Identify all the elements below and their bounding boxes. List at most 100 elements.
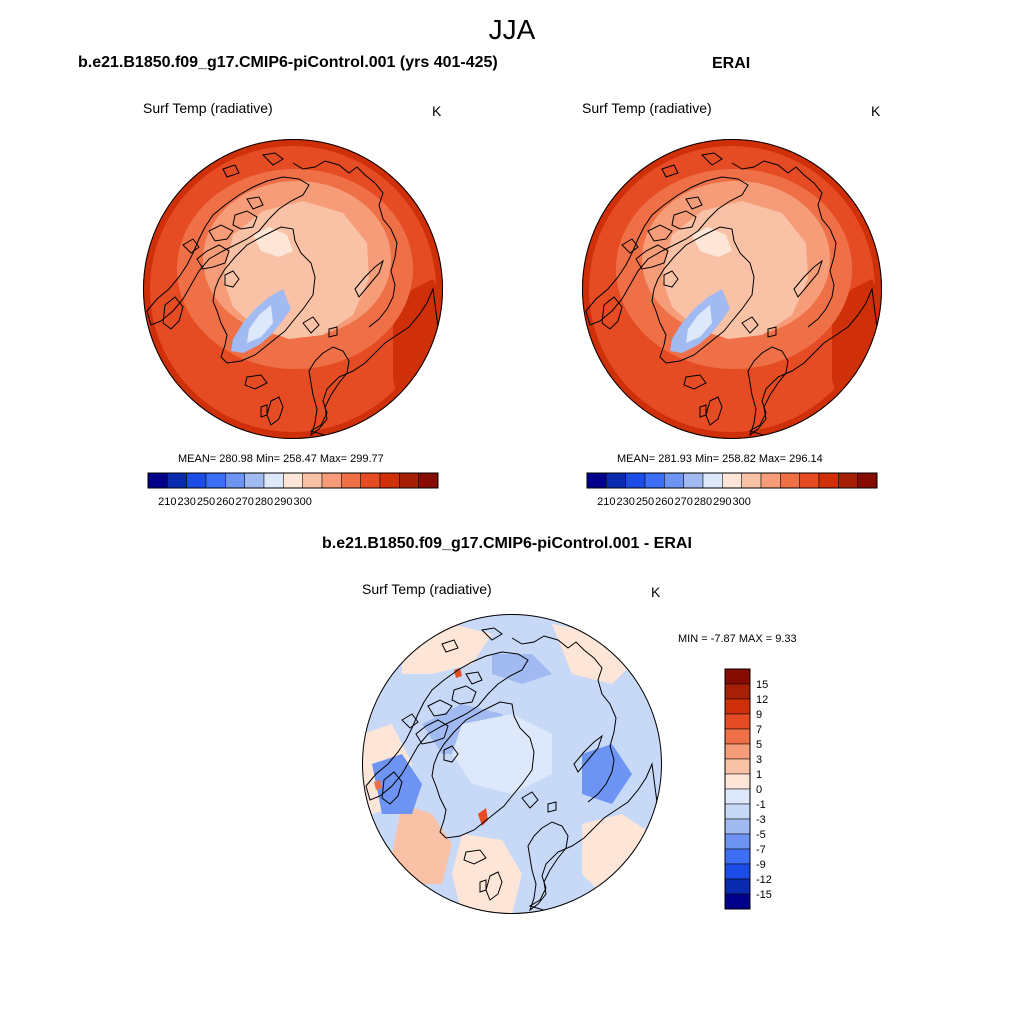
map-field [143, 139, 443, 439]
diff-warm-northeast [552, 624, 632, 684]
colorbar-swatch [702, 472, 723, 489]
colorbar-tick-label: 5 [756, 739, 762, 751]
canadian-archipelago-coast [401, 671, 483, 763]
colorbar-swatch [838, 472, 858, 489]
colorbar-swatch [724, 818, 751, 835]
colorbar-frame [724, 668, 751, 910]
greenland-coast [212, 226, 316, 364]
panel1-stats: MEAN= 280.98 Min= 258.47 Max= 299.77 [178, 453, 384, 465]
colorbar-tick-label: 280 [255, 496, 273, 508]
colorbar-swatch [780, 472, 800, 489]
british-isles-coast [479, 871, 503, 901]
colorbar-swatch [418, 472, 439, 489]
colorbar-swatch [379, 472, 400, 489]
hudson-bay-coast [601, 296, 623, 330]
scandinavia-coast [527, 821, 569, 912]
colorbar-swatch [244, 472, 265, 489]
coastlines [146, 152, 440, 438]
colorbar-tick-label: 15 [756, 679, 768, 691]
colorbar-swatch [683, 472, 704, 489]
panel1-map [143, 139, 443, 439]
panel1-colorbar: 210 230 250 260 270 280 290 300 [147, 472, 439, 508]
colorbar-swatch [724, 713, 751, 730]
panel3-units-label: K [651, 584, 661, 600]
map-border [582, 139, 882, 439]
diff-warm-atlantic [452, 834, 522, 914]
colorbar-tick-label: 1 [756, 769, 762, 781]
colorbar-swatch [606, 472, 626, 489]
hudson-bay-coast [381, 771, 403, 805]
siberia-coast [731, 160, 837, 328]
panel3-colorbar: 15 12 9 7 5 3 1 0 -1 -3 -5 -7 -9 -12 -15 [724, 668, 772, 910]
map-border [143, 139, 443, 439]
alaska-islands-coast [441, 627, 503, 653]
scandinavia-coast [747, 346, 789, 437]
colorbar-swatch [818, 472, 839, 489]
map-field [362, 614, 662, 914]
polar-cold-patch [692, 227, 732, 257]
colorbar-tick-label: 290 [274, 496, 292, 508]
svalbard-coast [302, 316, 338, 338]
colorbar-swatch [857, 472, 878, 489]
colorbar-swatch [760, 472, 781, 489]
colorbar-swatch [360, 472, 381, 489]
colorbar-tick-label: -1 [756, 799, 766, 811]
british-isles-coast [260, 396, 284, 426]
greenland-coast [651, 226, 755, 364]
colorbar-swatch [724, 878, 751, 895]
diff-hotspot-north [454, 668, 462, 678]
colorbar-tick-label: -15 [756, 889, 772, 901]
diff-cold-canada [372, 754, 422, 814]
panel2-variable-label: Surf Temp (radiative) [582, 100, 712, 116]
colorbar-tick-label: 260 [216, 496, 234, 508]
colorbar-frame [147, 472, 439, 489]
colorbar-swatch [586, 472, 607, 489]
scandinavia-coast [308, 346, 350, 437]
panel1-units-label: K [432, 103, 442, 119]
british-isles-coast [699, 396, 723, 426]
panel2-map [582, 139, 882, 439]
colorbar-swatch [225, 472, 245, 489]
colorbar-tick-label: 300 [293, 496, 311, 508]
novaya-zemlya-coast [573, 734, 603, 773]
colorbar-swatch [724, 863, 751, 880]
panel2-stats: MEAN= 281.93 Min= 258.82 Max= 296.14 [617, 453, 823, 465]
panel3-title: b.e21.B1850.f09_g17.CMIP6-piControl.001 … [322, 535, 692, 552]
panel2-title: ERAI [712, 55, 751, 72]
colorbar-tick-label: 250 [636, 496, 654, 508]
diff-cold-siberia [582, 744, 632, 804]
colorbar-tick-label: 3 [756, 754, 762, 766]
colorbar-tick-label: 210 [158, 496, 176, 508]
colorbar-tick-label: 12 [756, 694, 768, 706]
panel2-colorbar: 210 230 250 260 270 280 290 300 [586, 472, 878, 508]
siberia-coast [511, 635, 617, 803]
colorbar-swatch [724, 758, 751, 775]
colorbar-swatch [724, 668, 751, 685]
colorbar-tick-label: 230 [616, 496, 634, 508]
colorbar-swatch [724, 698, 751, 715]
colorbar-swatch [799, 472, 820, 489]
colorbar-tick-label: -7 [756, 844, 766, 856]
colorbar-swatch [722, 472, 742, 489]
panel1-title: b.e21.B1850.f09_g17.CMIP6-piControl.001 … [78, 54, 498, 71]
colorbar-tick-label: 230 [177, 496, 195, 508]
diff-neutral-pole [452, 714, 552, 794]
colorbar-tick-label: 260 [655, 496, 673, 508]
colorbar-swatch [302, 472, 323, 489]
map-border [362, 614, 662, 914]
colorbar-frame [586, 472, 878, 489]
colorbar-tick-label: 7 [756, 724, 762, 736]
colorbar-swatch [625, 472, 646, 489]
colorbar-swatch [186, 472, 207, 489]
colorbar-swatch [724, 728, 751, 745]
novaya-zemlya-coast [793, 259, 823, 298]
colorbar-swatch [147, 472, 168, 489]
colorbar-swatch [341, 472, 361, 489]
colorbar-swatch [399, 472, 419, 489]
colorbar-swatch [263, 472, 284, 489]
polar-cold-patch [253, 227, 293, 257]
greenland-icecap-core [686, 305, 712, 343]
diff-cold-beaufort [492, 654, 552, 684]
colorbar-swatch [724, 788, 751, 805]
colorbar-swatch [724, 833, 751, 850]
